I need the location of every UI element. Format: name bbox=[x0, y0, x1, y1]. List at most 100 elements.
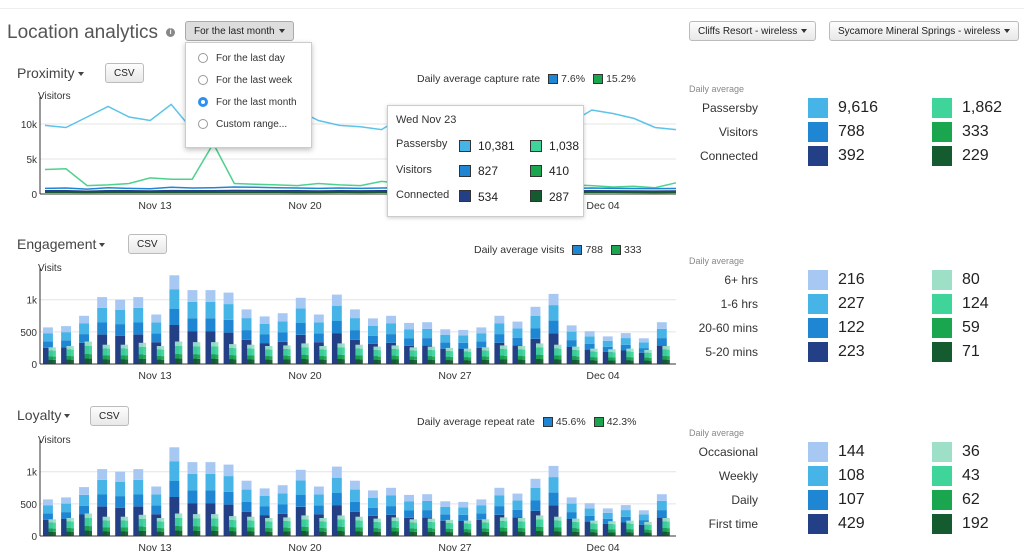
loyalty-bar-segment bbox=[458, 501, 469, 508]
loyalty-bar-segment bbox=[548, 492, 559, 506]
info-icon[interactable]: i bbox=[166, 28, 176, 38]
loyalty-bar-segment bbox=[422, 517, 433, 536]
engagement-bar-segment-green bbox=[572, 350, 580, 357]
engagement-bar-segment bbox=[476, 333, 487, 342]
location-1-dropdown[interactable]: Cliffs Resort - wireless bbox=[689, 21, 817, 41]
loyalty-bar-segment bbox=[151, 486, 162, 495]
engagement-bar-segment-green bbox=[283, 359, 291, 364]
loyalty-bar-segment bbox=[205, 473, 216, 491]
loyalty-bar-segment bbox=[205, 462, 216, 474]
loyalty-stat-swatch-green bbox=[932, 490, 952, 510]
engagement-bar-segment-green bbox=[120, 359, 129, 364]
engagement-bar-segment bbox=[97, 307, 108, 323]
loyalty-bar-segment-green bbox=[102, 527, 110, 532]
loyalty-bar-segment bbox=[331, 493, 342, 506]
radio-icon[interactable] bbox=[198, 119, 208, 130]
loyalty-bar-segment bbox=[43, 505, 53, 514]
loyalty-csv-button[interactable]: CSV bbox=[90, 406, 129, 426]
engagement-bar-segment-green bbox=[120, 355, 129, 360]
proximity-stat-swatch-blue bbox=[808, 146, 828, 166]
tooltip-swatch bbox=[530, 165, 542, 177]
engagement-bar-segment bbox=[115, 335, 126, 364]
loyalty-bar-segment bbox=[295, 480, 306, 495]
loyalty-bar-segment-green bbox=[463, 520, 472, 524]
engagement-bar-segment bbox=[548, 305, 559, 321]
proximity-title[interactable]: Proximity bbox=[17, 65, 84, 81]
loyalty-title[interactable]: Loyalty bbox=[17, 407, 71, 423]
engagement-bar-segment bbox=[440, 334, 451, 343]
loyalty-bar-segment bbox=[620, 516, 631, 523]
engagement-bar-segment bbox=[368, 343, 378, 364]
loyalty-bar-segment bbox=[602, 512, 613, 519]
loyalty-bar-segment bbox=[458, 514, 469, 521]
tooltip-swatch bbox=[530, 140, 542, 152]
engagement-bar-segment-green bbox=[445, 347, 454, 352]
engagement-bar-segment bbox=[602, 351, 613, 364]
loyalty-bar-segment bbox=[295, 469, 306, 481]
range-option-day[interactable]: For the last day bbox=[198, 53, 285, 64]
engagement-stat-label: 6+ hrs bbox=[724, 273, 758, 287]
engagement-bar-segment-green bbox=[463, 357, 472, 361]
loyalty-stat-swatch-green bbox=[932, 514, 952, 534]
loyalty-bar-segment bbox=[61, 503, 71, 513]
legend-swatch-green bbox=[593, 417, 604, 428]
engagement-bar-segment bbox=[656, 328, 667, 339]
legend-label: Daily average capture rate bbox=[417, 73, 541, 85]
radio-selected-icon[interactable] bbox=[198, 97, 208, 108]
loyalty-bar-segment bbox=[350, 480, 360, 490]
loyalty-x-tick-label: Nov 13 bbox=[138, 542, 171, 554]
engagement-bar-segment-green bbox=[337, 354, 345, 359]
engagement-bar-segment bbox=[151, 333, 162, 343]
engagement-chart[interactable]: 0 500 1k Visits Nov 13 Nov 20 Nov 27 Dec 04 bbox=[0, 260, 680, 385]
loyalty-stat-value-blue: 107 bbox=[838, 491, 865, 508]
engagement-csv-button[interactable]: CSV bbox=[128, 234, 167, 254]
engagement-title[interactable]: Engagement bbox=[17, 236, 106, 252]
engagement-bar-segment-green bbox=[481, 347, 490, 351]
engagement-bar-segment-green bbox=[283, 345, 291, 350]
range-option-month[interactable]: For the last month bbox=[198, 97, 297, 108]
loyalty-chart[interactable]: 0 500 1k Visitors Nov 13 Nov 20 Nov 27 Dec 04 bbox=[0, 432, 680, 556]
loyalty-bar-segment bbox=[476, 499, 487, 506]
engagement-bar-segment bbox=[440, 342, 451, 349]
engagement-bar-segment bbox=[313, 333, 324, 343]
engagement-bar-segment bbox=[259, 316, 270, 324]
engagement-bar-segment bbox=[79, 323, 89, 335]
loyalty-bar-segment bbox=[223, 491, 234, 505]
radio-icon[interactable] bbox=[198, 53, 208, 64]
proximity-stat-swatch-green bbox=[932, 98, 952, 118]
range-option-week[interactable]: For the last week bbox=[198, 75, 292, 86]
engagement-bar-segment-green bbox=[481, 356, 490, 360]
loyalty-bar-segment-green bbox=[644, 524, 652, 530]
engagement-stat-swatch-blue bbox=[808, 342, 828, 362]
engagement-stat-value-blue: 223 bbox=[838, 343, 865, 360]
location-2-dropdown[interactable]: Sycamore Mineral Springs - wireless bbox=[829, 21, 1020, 41]
range-option-custom[interactable]: Custom range... bbox=[198, 119, 287, 130]
legend-value-blue: 7.6% bbox=[561, 73, 586, 85]
loyalty-bar-segment bbox=[169, 481, 180, 497]
loyalty-bar-segment-green bbox=[391, 527, 399, 532]
proximity-stat-swatch-blue bbox=[808, 98, 828, 118]
loyalty-bar-segment bbox=[97, 506, 108, 536]
loyalty-stat-label: Occasional bbox=[698, 445, 758, 459]
engagement-bar-segment bbox=[404, 345, 414, 364]
loyalty-bar-segment bbox=[79, 495, 89, 506]
radio-icon[interactable] bbox=[198, 75, 208, 86]
proximity-csv-button[interactable]: CSV bbox=[105, 63, 144, 83]
engagement-bar-segment bbox=[313, 322, 324, 334]
loyalty-bar-segment-green bbox=[355, 520, 363, 528]
engagement-bar-segment-green bbox=[283, 349, 291, 356]
loyalty-bar-segment-green bbox=[66, 528, 74, 532]
loyalty-bar-segment bbox=[530, 478, 541, 488]
time-range-dropdown[interactable]: For the last month bbox=[185, 21, 294, 41]
engagement-bar-segment bbox=[476, 327, 487, 334]
loyalty-stat-value-green: 43 bbox=[962, 467, 980, 484]
engagement-y-tick-label: 500 bbox=[20, 328, 37, 339]
loyalty-bar-segment bbox=[404, 517, 414, 536]
engagement-bar-segment-green bbox=[536, 354, 544, 359]
engagement-bar-segment-green bbox=[66, 349, 74, 357]
loyalty-bar-segment-green bbox=[499, 517, 508, 522]
engagement-bar-segment bbox=[458, 329, 469, 336]
loyalty-bar-segment-green bbox=[373, 518, 381, 523]
loyalty-bar-segment bbox=[530, 487, 541, 501]
engagement-bar-segment bbox=[656, 345, 667, 364]
